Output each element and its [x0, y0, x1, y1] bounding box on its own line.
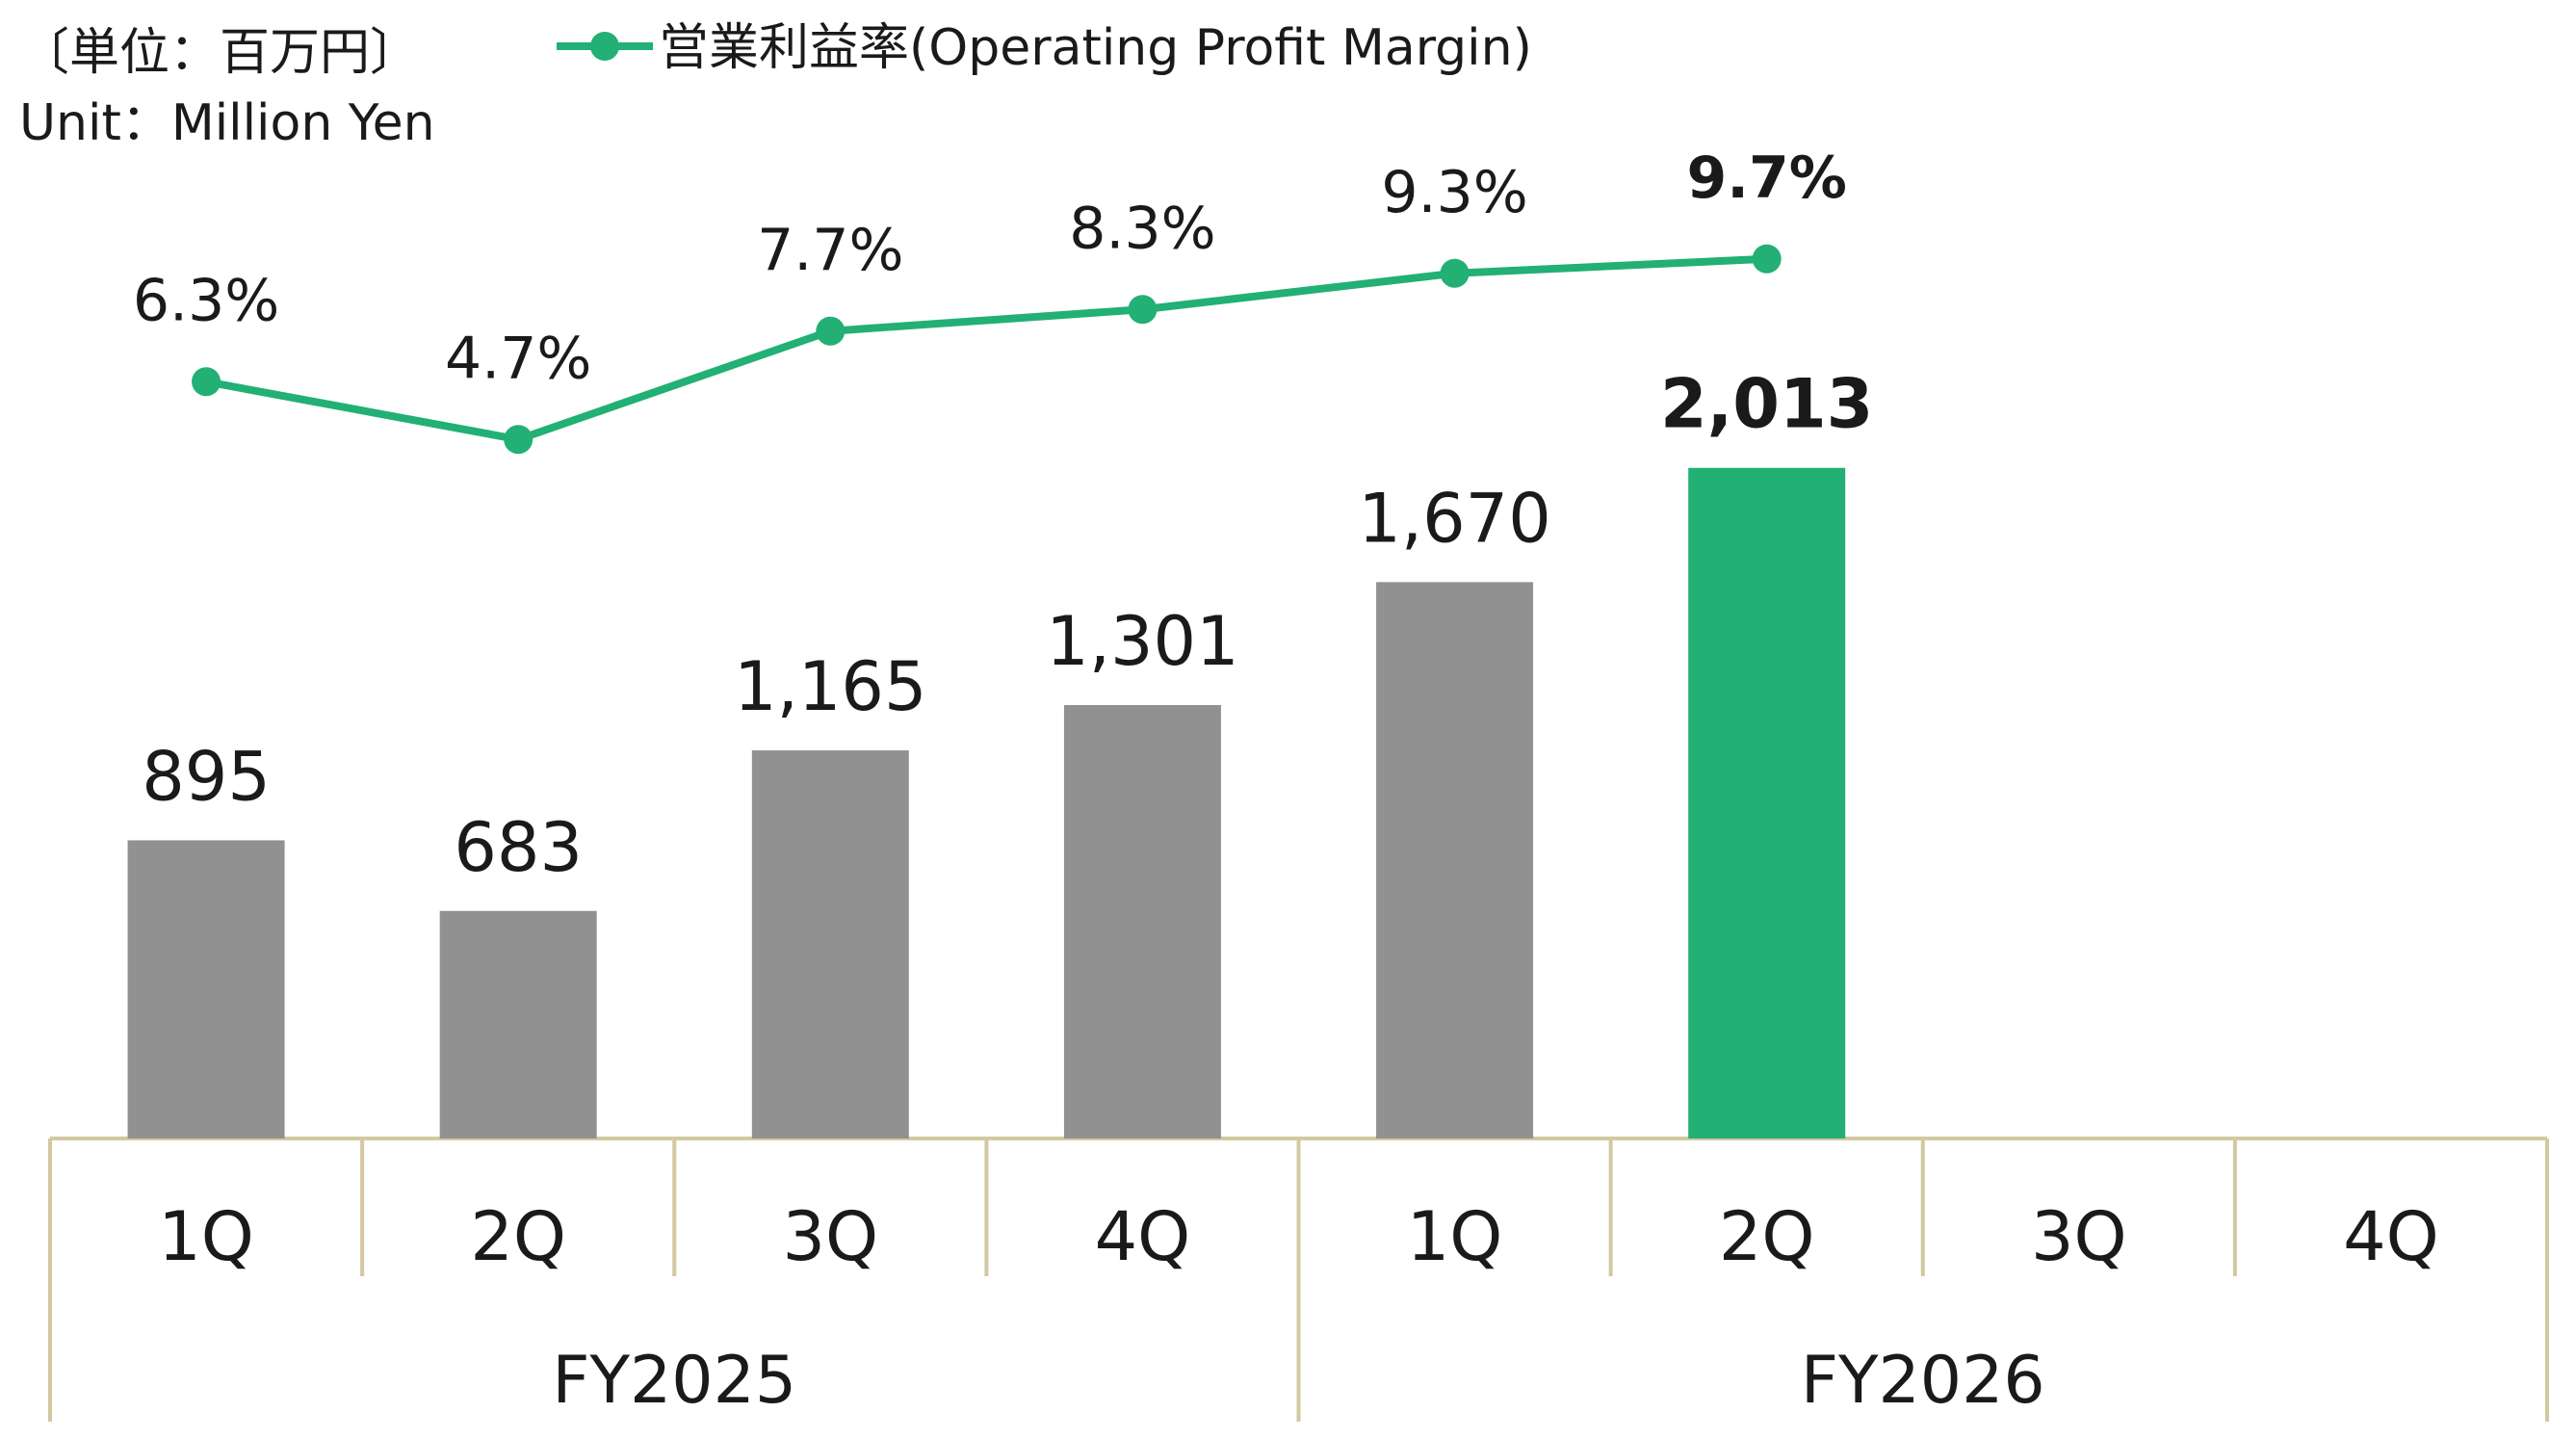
unit-block: 〔単位：百万円〕 Unit：Million Yen — [19, 24, 435, 152]
x-tick-label: 4Q — [2343, 1197, 2439, 1276]
margin-line-series: 6.3% 4.7% 7.7% 8.3% 9.3% 9.7% — [133, 144, 1847, 455]
bar — [751, 750, 909, 1138]
margin-value-label: 8.3% — [1069, 195, 1215, 262]
margin-point — [192, 367, 221, 397]
margin-point — [816, 316, 846, 346]
bar — [127, 840, 285, 1138]
margin-value-label: 6.3% — [133, 267, 279, 334]
bar-value-label: 895 — [142, 737, 271, 816]
margin-value-label: 4.7% — [445, 325, 591, 392]
margin-value-label: 7.7% — [757, 217, 903, 284]
bar — [439, 910, 597, 1138]
x-group-label: FY2025 — [552, 1343, 796, 1419]
x-tick-label: 4Q — [1095, 1197, 1191, 1276]
x-tick-label: 3Q — [2031, 1197, 2127, 1276]
bar — [1376, 582, 1534, 1138]
unit-label-jp: 〔単位：百万円〕 — [19, 24, 420, 82]
legend-marker-swatch — [590, 32, 619, 61]
margin-point — [1440, 258, 1470, 288]
x-tick-label: 1Q — [158, 1197, 254, 1276]
bar-value-label: 683 — [454, 808, 583, 887]
x-tick-label: 1Q — [1407, 1197, 1503, 1276]
margin-value-label: 9.7% — [1686, 144, 1846, 212]
bar — [1063, 705, 1221, 1138]
margin-point — [504, 425, 533, 455]
bar-value-label: 1,670 — [1358, 479, 1550, 558]
bar-value-label: 2,013 — [1660, 365, 1873, 444]
bar-value-label: 1,165 — [734, 647, 926, 726]
margin-value-label: 9.3% — [1381, 159, 1527, 226]
margin-line — [205, 254, 1767, 444]
x-tick-label: 2Q — [1719, 1197, 1815, 1276]
bar-series: 895 683 1,165 1,301 1,670 2,013 — [127, 365, 1873, 1138]
margin-point — [1128, 295, 1158, 325]
bar-value-label: 1,301 — [1046, 602, 1238, 681]
x-axis: 1Q 2Q 3Q 4Q 1Q 2Q 3Q 4Q FY2025 FY2026 — [48, 1137, 2549, 1422]
unit-label-en: Unit：Million Yen — [19, 94, 435, 152]
x-tick-label: 3Q — [782, 1197, 878, 1276]
margin-point — [1752, 244, 1782, 274]
bar — [1688, 467, 1846, 1138]
legend-label: 営業利益率(Operating Profit Margin) — [659, 19, 1532, 77]
legend: 営業利益率(Operating Profit Margin) — [557, 19, 1532, 77]
x-group-label: FY2026 — [1801, 1343, 2045, 1419]
x-tick-label: 2Q — [470, 1197, 566, 1276]
